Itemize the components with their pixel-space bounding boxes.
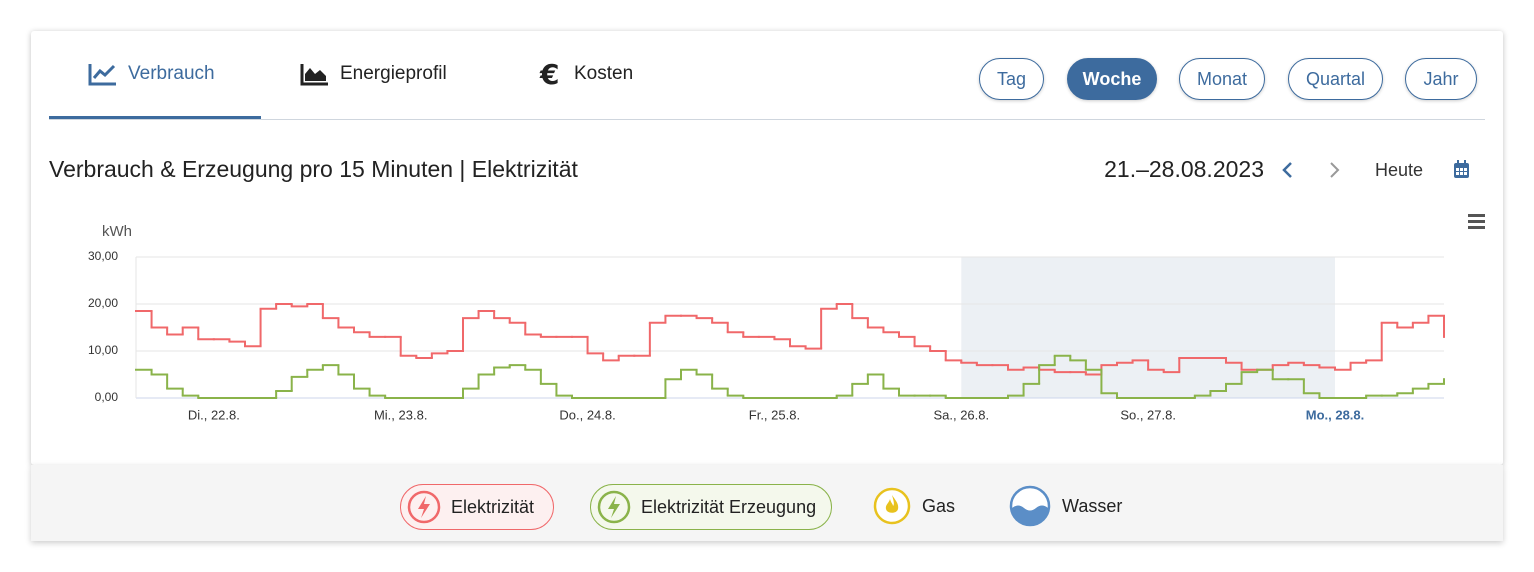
y-tick-label: 10,00 — [88, 343, 118, 357]
y-tick-label: 0,00 — [95, 390, 119, 404]
legend-icon — [407, 490, 441, 524]
legend-elektrizitaet[interactable]: Elektrizität — [400, 484, 554, 530]
divider — [49, 119, 1485, 120]
active-tab-indicator — [49, 116, 261, 119]
tab-icon — [88, 64, 116, 86]
menu-button[interactable] — [1468, 212, 1486, 230]
media-label: Gas — [922, 495, 956, 516]
step-riser — [150, 355, 1445, 398]
media-wasser[interactable]: Wasser — [1002, 484, 1122, 528]
tab-energieprofil[interactable]: Energieprofil — [300, 60, 447, 88]
period-button[interactable]: Woche — [1067, 58, 1157, 100]
tab-icon — [300, 64, 328, 86]
svg-text:€: € — [539, 60, 559, 88]
x-tick-label: Di., 22.8. — [188, 407, 240, 422]
period-button[interactable]: Quartal — [1288, 58, 1383, 100]
tab-verbrauch[interactable]: Verbrauch — [88, 60, 215, 88]
period-button[interactable]: Jahr — [1405, 58, 1477, 100]
legend-label: Elektrizität Erzeugung — [641, 496, 817, 517]
legend-icon — [597, 490, 631, 524]
next-button[interactable] — [1326, 160, 1342, 180]
x-tick-label: Mi., 23.8. — [374, 407, 427, 422]
x-tick-label: Sa., 26.8. — [933, 407, 989, 422]
y-tick-label: 30,00 — [88, 249, 118, 263]
chart: kWh 0,00 10,00 20,00 30,00 Di., 22.8. Mi., 23.… — [88, 223, 1445, 422]
tab-label: Kosten — [574, 63, 634, 84]
legend-label: Elektrizität — [451, 496, 535, 517]
media-gas[interactable]: Gas — [866, 484, 955, 528]
tab-label: Energieprofil — [340, 63, 447, 84]
chart-title: Verbrauch & Erzeugung pro 15 Minuten | E… — [49, 156, 578, 182]
x-tick-label: Do., 24.8. — [559, 407, 615, 422]
x-tick-label: Mo., 28.8. — [1306, 407, 1365, 422]
y-axis-label: kWh — [102, 223, 132, 240]
x-tick-label: Fr., 25.8. — [749, 407, 800, 422]
y-tick-label: 20,00 — [88, 296, 118, 310]
previous-button[interactable] — [1280, 160, 1296, 180]
media-icon — [1009, 485, 1051, 527]
media-icon — [873, 487, 911, 525]
step-riser — [150, 304, 1445, 375]
tab-kosten[interactable]: € Kosten — [538, 60, 633, 88]
tab-label: Verbrauch — [128, 63, 215, 84]
today-button[interactable]: Heute — [1375, 160, 1424, 180]
date-range: 21.–28.08.2023 — [1104, 156, 1264, 182]
media-label: Wasser — [1062, 495, 1123, 516]
weekend-band — [961, 257, 1335, 398]
calendar-button[interactable] — [1453, 160, 1470, 179]
period-button[interactable]: Tag — [979, 58, 1044, 100]
x-tick-label: So., 27.8. — [1120, 407, 1176, 422]
tab-icon: € — [539, 60, 559, 88]
period-button[interactable]: Monat — [1179, 58, 1265, 100]
legend-erzeugung[interactable]: Elektrizität Erzeugung — [590, 484, 832, 530]
